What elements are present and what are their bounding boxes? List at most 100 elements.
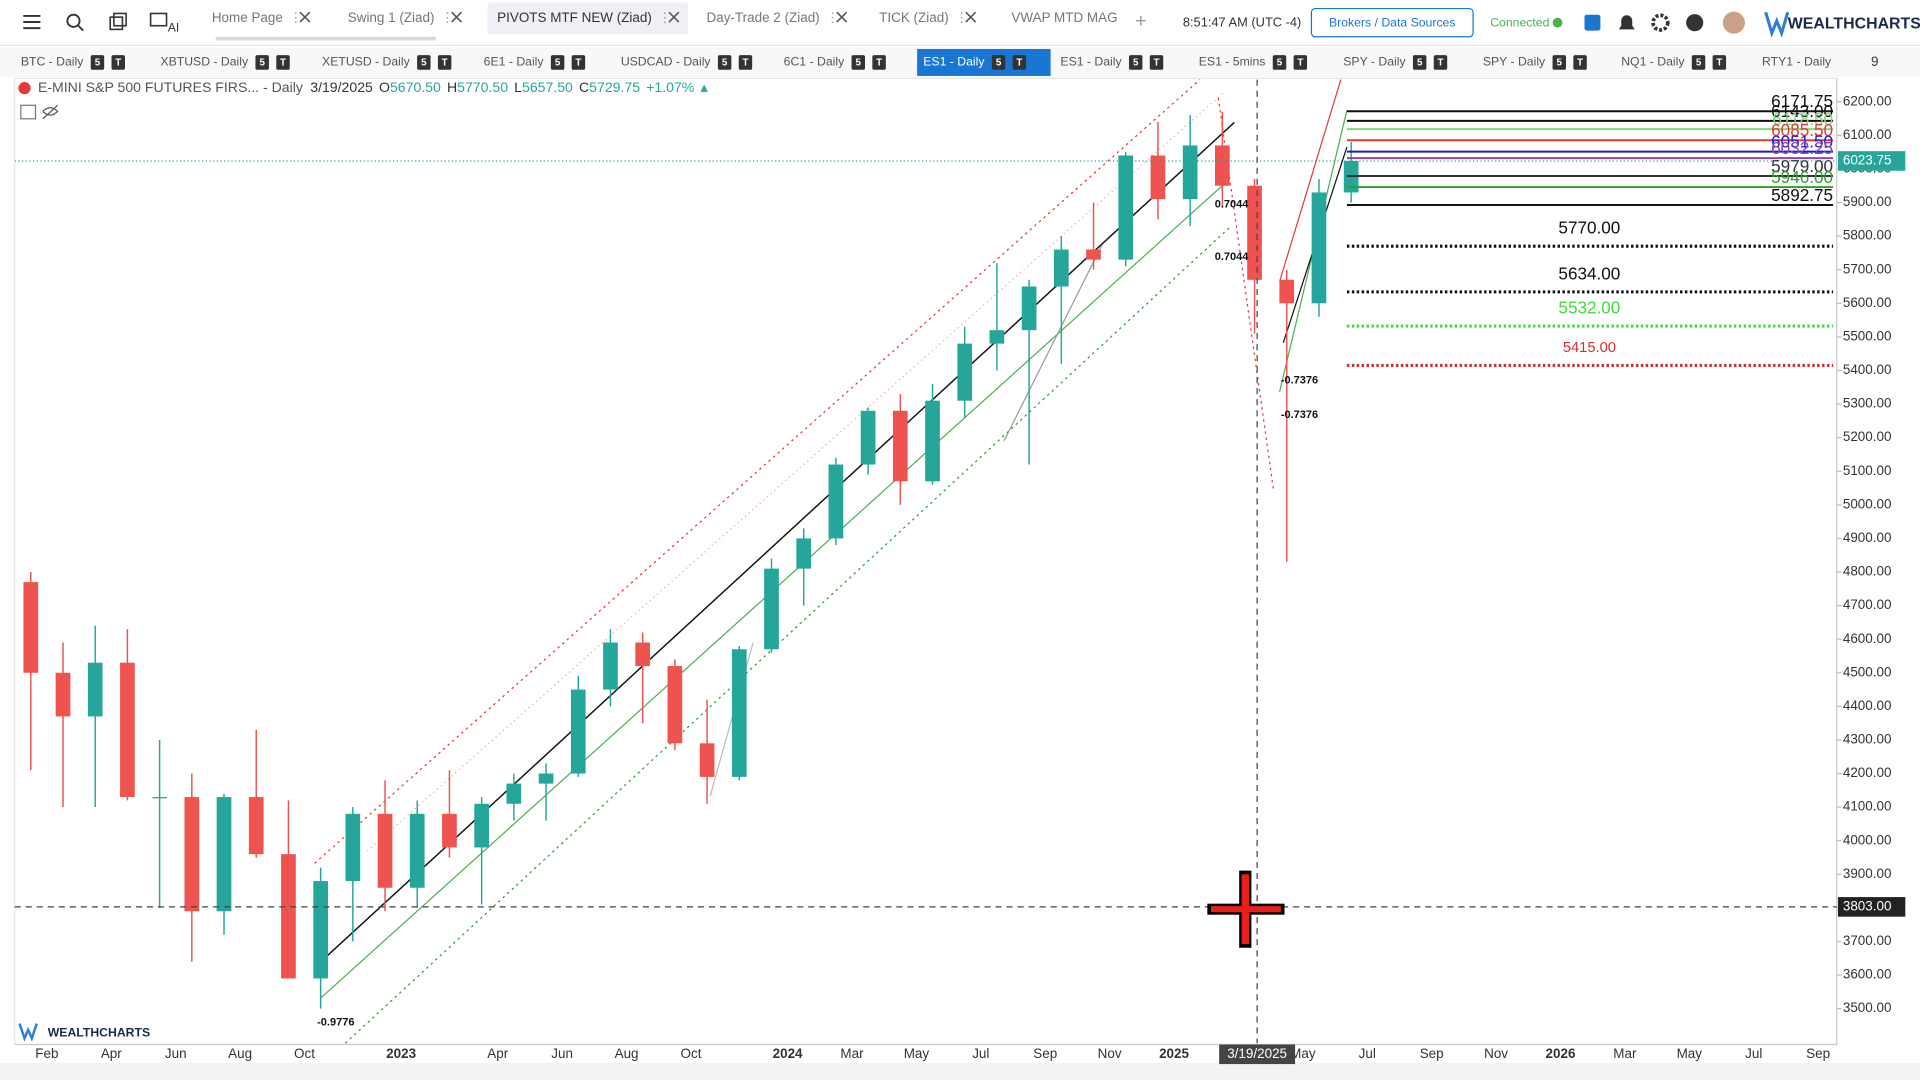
symbol-tab[interactable]: SPY - Daily [1483,55,1546,69]
candle-body [23,582,39,673]
symbol-tab[interactable]: NQ1 - Daily [1621,55,1685,69]
candle-body [828,464,844,539]
candle-body [1150,155,1166,200]
symbol-tab[interactable]: XBTUSD - Daily [160,55,249,69]
crosshair-y-label: 3803.00 [1843,898,1892,913]
candle-body [216,797,232,912]
tab-close[interactable] [299,11,311,23]
brokers-button[interactable]: Brokers / Data Sources [1329,15,1455,29]
badge-bg [1433,55,1448,70]
pivot-label: 5770.00 [1558,218,1620,238]
crosshair-x-tag [1219,1044,1296,1065]
menu-icon[interactable] [23,14,41,30]
tab-close[interactable] [965,11,977,23]
badge-bg [276,55,290,70]
symbol-tab[interactable]: USDCAD - Daily [621,55,712,69]
save-icon[interactable] [1584,14,1601,31]
watermark: WEALTHCHARTS [48,1026,150,1040]
x-tick-label: Sep [1806,1046,1830,1061]
y-tick-label: 4500.00 [1843,664,1892,679]
symbol-tab[interactable]: 6E1 - Daily [484,55,545,69]
layouts-icon[interactable] [109,12,127,31]
annotation: -0.7376 [1281,375,1318,387]
badge-bg [1412,55,1427,70]
symbol-tab[interactable]: RTY1 - Daily [1762,55,1832,69]
badge: T [280,58,286,69]
badge: T [1154,58,1160,69]
pivot-label: 6032.25 [1771,138,1833,158]
symbol-tab[interactable]: SPY - Daily [1343,55,1406,69]
crosshair-cursor [1207,870,1285,948]
tool-add[interactable] [20,104,37,120]
add-tab[interactable]: + [1135,10,1146,32]
active-tab-bg [487,2,689,35]
badge: 5 [421,58,427,69]
symbol-tab[interactable]: ES1 - Daily [1060,55,1122,69]
badge: T [575,58,581,69]
annotation: -0.7376 [1281,409,1318,421]
candle-body [699,743,715,777]
header-value: 5670.50 [390,79,441,95]
pivot-label: 5946.00 [1771,167,1833,187]
badge-bg [1012,55,1027,70]
pivot-label: 6051.50 [1771,132,1833,152]
tab-close[interactable] [451,11,462,23]
avatar[interactable] [1722,11,1745,34]
tab[interactable]: PIVOTS MTF NEW (Ziad) [497,10,652,25]
tab-close[interactable] [668,11,680,23]
tool-hide[interactable] [42,104,59,120]
crosshair-y-tag [1837,897,1906,917]
tab-close[interactable] [836,11,848,23]
chart-layer: Home Page ⋮ Swing 1 (Ziad) ⋮ PIVOTS MTF NEW … [14,10,1920,1065]
x-tick-label: Aug [228,1046,252,1061]
tab[interactable]: TICK (Ziad) [879,10,949,25]
tab[interactable]: Swing 1 (Ziad) [348,10,435,25]
ai-icon[interactable]: AI [149,12,180,34]
candle-body [313,881,328,979]
tab[interactable]: Home Page [212,10,283,25]
x-tick-label: Nov [1484,1046,1508,1061]
symbol-tab[interactable]: 6C1 - Daily [784,55,845,69]
y-tick-label: 3500.00 [1843,1000,1892,1015]
candle-body [1311,192,1327,304]
x-tick-label: Jun [551,1046,573,1061]
pivot-label: 6171.75 [1771,91,1833,111]
symbol-tab[interactable]: ES1 - 5mins [1199,55,1266,69]
tab[interactable]: Day-Trade 2 (Ziad) [707,10,820,25]
x-tick-label: 2026 [1546,1046,1576,1061]
candle-body [989,330,1005,344]
annotation: 0.7044 [1215,198,1250,210]
candle-body [184,797,200,912]
x-tick-label: Oct [294,1046,315,1061]
badge-bg [1712,55,1727,70]
symbol-tab[interactable]: BTC - Daily [21,55,84,69]
y-tick-label: 5800.00 [1843,228,1892,243]
badge: 5 [1417,58,1423,69]
symbol-tab[interactable]: XETUSD - Daily [322,55,411,69]
badge: 5 [95,58,101,69]
y-tick-label: 4800.00 [1843,564,1892,579]
settings-icon[interactable] [1651,13,1670,32]
change-arrow [700,84,708,92]
symbol-icon [18,82,31,95]
search-icon[interactable] [66,13,84,32]
header-value: +1.07% [646,79,695,95]
candle-body [377,813,393,888]
y-tick-label: 4900.00 [1843,530,1892,545]
tab[interactable]: VWAP MTD MAG [1011,10,1117,25]
badge: 5 [1696,58,1702,69]
badge-bg [1552,55,1567,70]
badge-bg [851,55,866,70]
x-tick-label: Oct [681,1046,702,1061]
candle-body [860,410,876,465]
bell-icon[interactable] [1618,15,1635,30]
tab-menu: ⋮ [826,10,839,25]
symbol-tab[interactable]: ES1 - Daily [923,55,985,69]
more-tabs[interactable]: 9 [1871,54,1878,69]
badge: T [1716,58,1722,69]
badge-bg [550,55,565,70]
brokers-button-frame[interactable] [1310,7,1474,38]
help-icon[interactable] [1686,14,1704,32]
x-tick-label: 2025 [1159,1046,1189,1061]
